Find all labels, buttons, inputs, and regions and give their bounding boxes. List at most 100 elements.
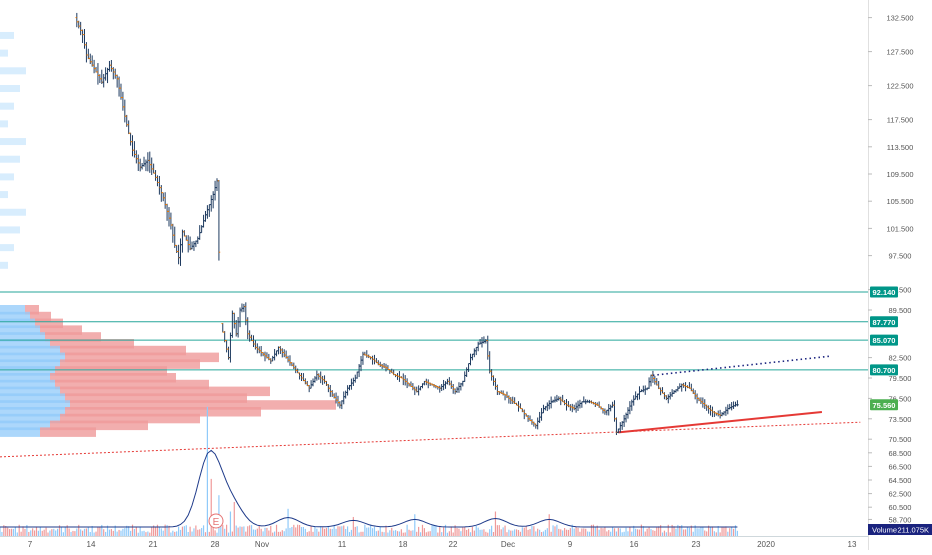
volume-profile-sell-bar: [50, 373, 176, 383]
y-tick-label: 60.500: [889, 503, 912, 512]
y-tick-label: 101.500: [886, 224, 913, 233]
volume-profile-upper-bar: [0, 208, 26, 216]
volume-profile-upper-bar: [0, 191, 8, 199]
level-badge: 85.070: [870, 334, 898, 346]
volume-profile-buy-bar: [0, 407, 65, 417]
volume-profile-sell-bar: [45, 332, 101, 342]
volume-profile-sell-bar: [65, 352, 219, 363]
level-badge-text: 92.140: [873, 288, 896, 297]
y-tick-label: 117.500: [887, 116, 914, 125]
y-tick-label: 68.500: [889, 449, 912, 458]
volume-profile-buy-bar: [0, 332, 45, 342]
x-tick-label: Nov: [255, 540, 269, 549]
y-tick-label: 122.500: [886, 82, 913, 91]
volume-profile-upper-bar: [0, 120, 8, 128]
volume-profile-sell-bar: [30, 311, 51, 322]
level-badge: 80.700: [870, 364, 898, 376]
volume-profile-buy-bar: [0, 359, 60, 369]
volume-profile-upper-bar: [0, 261, 8, 269]
x-tick-label: 14: [87, 540, 96, 549]
volume-profile-buy-bar: [0, 339, 50, 349]
volume-profile-buy-bar: [0, 379, 55, 390]
y-tick-label: 109.500: [886, 170, 913, 179]
event-marker-circle: [208, 513, 224, 529]
volume-profile-sell-bar: [55, 379, 209, 390]
volume-profile-sell-bar: [60, 345, 186, 356]
volume-profile-buy-bar: [0, 386, 60, 397]
volume-profile-buy-bar: [0, 427, 40, 437]
volume-profile-buy-bar: [0, 373, 50, 383]
x-tick-label: 18: [399, 540, 408, 549]
level-badge: 92.140: [870, 286, 898, 298]
y-tick-label: 70.500: [889, 435, 912, 444]
level-badge-text: 80.700: [873, 366, 896, 375]
volume-profile-sell-bar: [35, 318, 63, 329]
volume-profile-sell-bar: [25, 305, 39, 315]
volume-profile-sell-bar: [60, 413, 200, 424]
y-tick-label: 64.500: [889, 476, 912, 485]
volume-profile-sell-bar: [55, 366, 167, 376]
y-tick-label: 105.500: [886, 197, 913, 206]
trendline-solid: [618, 411, 823, 434]
volume-profile-sell-bar: [50, 420, 148, 431]
last-price-badge-text: 75.560: [873, 401, 896, 410]
volume-ma-line: [0, 449, 738, 528]
volume-profile-sell-bar: [65, 407, 261, 417]
level-badge-text: 87.770: [873, 318, 896, 327]
earnings-event-marker: E: [208, 513, 224, 529]
volume-profile-buy-bar: [0, 305, 25, 315]
volume-profile-upper-bar: [0, 155, 20, 163]
x-tick-label: 28: [211, 540, 220, 549]
level-badge-bg: [870, 316, 898, 328]
volume-profile-upper-bar: [0, 244, 14, 252]
y-tick-label: 92.500: [889, 286, 912, 295]
volume-profile-buy-bar: [0, 325, 40, 335]
volume-profile-sell-bar: [40, 427, 96, 437]
last-price-badge: 75.560: [870, 399, 898, 411]
volume-profile-upper-bar: [0, 226, 20, 234]
volume-profile-upper-bar: [0, 85, 20, 92]
y-tick-label: 58.700: [889, 515, 912, 524]
x-tick-label: 23: [692, 540, 701, 549]
x-tick-label: 13: [848, 540, 857, 549]
y-tick-label: 66.500: [889, 462, 912, 471]
y-tick-label: 73.500: [889, 415, 912, 424]
volume-badge-label: Volume: [872, 526, 897, 535]
x-tick-label: 11: [338, 540, 347, 549]
volume-profile-upper-bar: [0, 67, 26, 75]
volume-profile-buy-bar: [0, 318, 35, 329]
y-tick-label: 113.500: [887, 143, 914, 152]
x-tick-label: 7: [28, 540, 33, 549]
y-tick-label: 76.500: [889, 394, 912, 403]
volume-profile-buy-bar: [0, 345, 60, 356]
level-badge-text: 85.070: [873, 336, 896, 345]
volume-profile-sell-bar: [40, 325, 82, 335]
volume-badge-value: 211.075K: [897, 526, 929, 535]
level-badge-bg: [870, 364, 898, 376]
volume-badge-bg: [868, 524, 932, 535]
volume-profile-sell-bar: [60, 359, 200, 369]
x-tick-label: 2020: [757, 540, 775, 549]
volume-profile-upper-bar: [0, 138, 26, 146]
x-tick-label: 21: [149, 540, 158, 549]
last-price-badge-bg: [870, 399, 898, 411]
y-tick-label: 82.500: [889, 354, 912, 363]
x-tick-label: 9: [568, 540, 573, 549]
x-tick-label: 22: [449, 540, 458, 549]
volume-profile-buy-bar: [0, 420, 50, 431]
y-tick-label: 62.500: [889, 490, 912, 499]
x-tick-label: Dec: [501, 540, 515, 549]
volume-profile-buy-bar: [0, 352, 65, 363]
trendline-dotted: [0, 421, 861, 458]
volume-profile-buy-bar: [0, 413, 60, 424]
level-badge-bg: [870, 334, 898, 346]
y-tick-label: 89.500: [889, 306, 912, 315]
volume-profile-sell-bar: [65, 393, 247, 403]
volume-profile-sell-bar: [70, 400, 336, 410]
volume-profile-sell-bar: [60, 386, 270, 397]
volume-profile-buy-bar: [0, 393, 65, 403]
volume-profile-upper-bar: [0, 31, 14, 39]
volume-profile-upper-bar: [0, 102, 14, 110]
level-badge: 87.770: [870, 316, 898, 328]
